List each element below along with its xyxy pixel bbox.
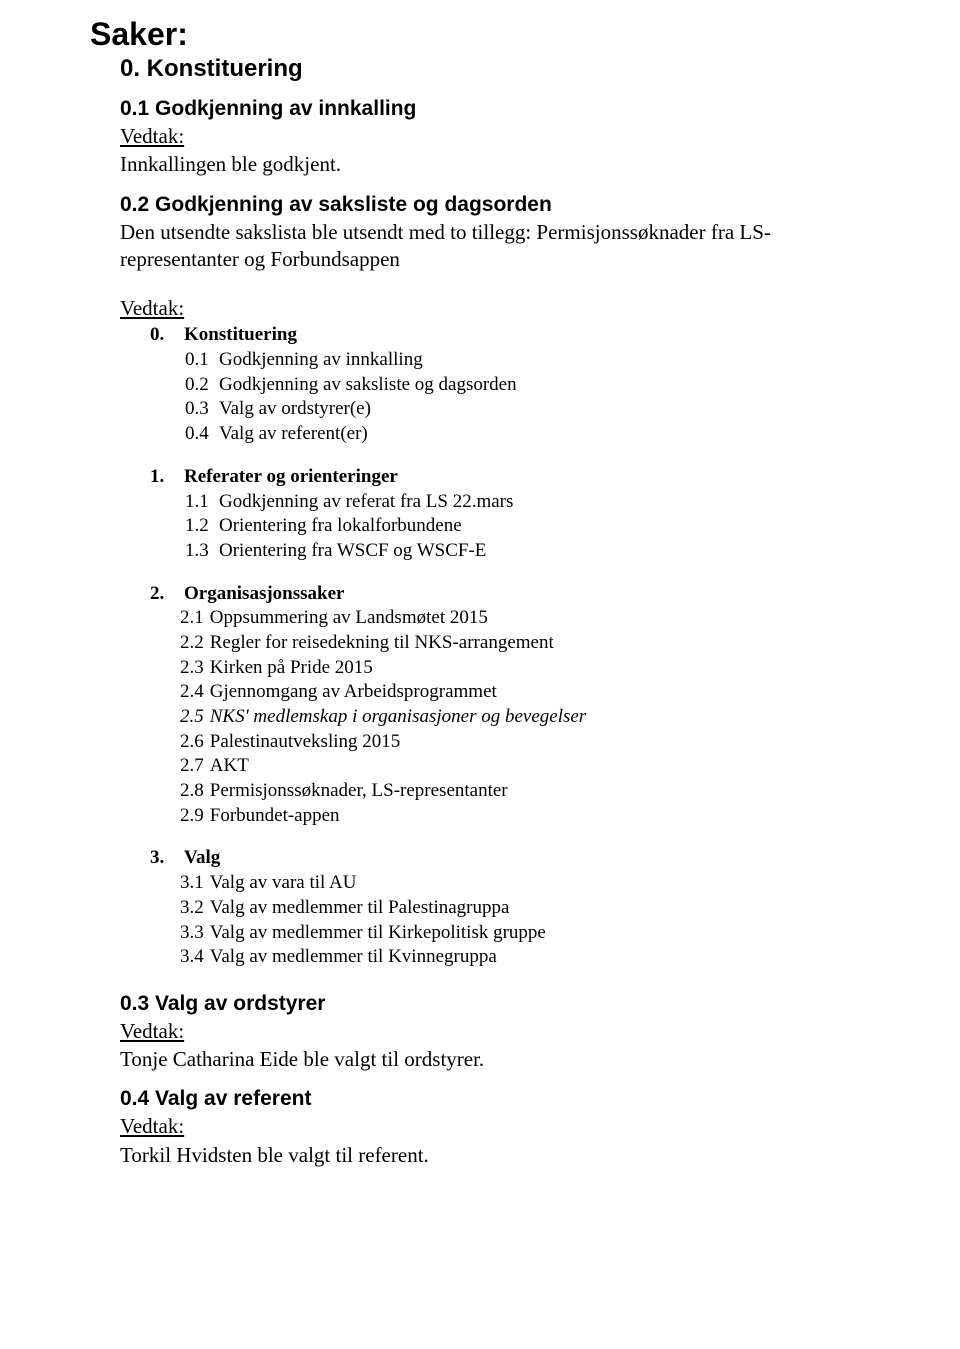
agenda-item-0-4: 0.4 Valg av referent(er)	[90, 422, 870, 447]
agenda-item-label: Godkjenning av referat fra LS 22.mars	[219, 490, 513, 515]
agenda-item-3-2: 3.2 Valg av medlemmer til Palestinagrupp…	[90, 896, 870, 921]
agenda-item-0-1: 0.1 Godkjenning av innkalling	[90, 348, 870, 373]
agenda-item-num: 0.3	[185, 397, 219, 422]
agenda-item-label: Orientering fra lokalforbundene	[219, 514, 462, 539]
agenda-item-2-6: 2.6 Palestinautveksling 2015	[90, 730, 870, 755]
agenda-item-num: 1.1	[185, 490, 219, 515]
agenda-item-2-2: 2.2 Regler for reisedekning til NKS-arra…	[90, 631, 870, 656]
agenda-item-num: 1.3	[185, 539, 219, 564]
agenda-item-2-4: 2.4 Gjennomgang av Arbeidsprogrammet	[90, 680, 870, 705]
agenda-item-1-2: 1.2 Orientering fra lokalforbundene	[90, 514, 870, 539]
section-0-1-heading: 0.1 Godkjenning av innkalling	[90, 97, 870, 121]
agenda-item-num: 0.2	[185, 373, 219, 398]
agenda-item-num: 2.7	[180, 754, 204, 779]
agenda-item-num: 2.8	[180, 779, 204, 804]
vedtak-label-0-2: Vedtak:	[90, 295, 870, 321]
agenda-item-num: 2.1	[180, 606, 204, 631]
agenda-item-0-num: 0.	[150, 323, 184, 348]
agenda-item-label: AKT	[210, 754, 249, 779]
agenda-item-label: Valg av ordstyrer(e)	[219, 397, 371, 422]
agenda-item-3: 3. Valg	[90, 846, 870, 871]
agenda-item-1-num: 1.	[150, 465, 184, 490]
agenda-item-label: Valg av medlemmer til Palestinagruppa	[210, 896, 510, 921]
agenda-item-num: 2.5	[180, 705, 204, 730]
agenda-item-num: 3.1	[180, 871, 204, 896]
section-0-3-heading: 0.3 Valg av ordstyrer	[90, 992, 870, 1016]
agenda-item-num: 3.4	[180, 945, 204, 970]
agenda-item-2-9: 2.9 Forbundet-appen	[90, 804, 870, 829]
body-0-3: Tonje Catharina Eide ble valgt til ordst…	[90, 1046, 870, 1073]
body-0-2: Den utsendte sakslista ble utsendt med t…	[90, 219, 870, 274]
agenda-item-1: 1. Referater og orienteringer	[90, 465, 870, 490]
section-0-4-heading: 0.4 Valg av referent	[90, 1087, 870, 1111]
vedtak-block-0-2: Vedtak: 0. Konstituering 0.1 Godkjenning…	[90, 295, 870, 970]
agenda-item-num: 2.2	[180, 631, 204, 656]
agenda-item-num: 3.3	[180, 921, 204, 946]
agenda-item-label: Permisjonssøknader, LS-representanter	[210, 779, 508, 804]
agenda-item-num: 1.2	[185, 514, 219, 539]
agenda-item-2-7: 2.7 AKT	[90, 754, 870, 779]
agenda-item-num: 0.1	[185, 348, 219, 373]
agenda-item-3-num: 3.	[150, 846, 184, 871]
agenda-item-label: Forbundet-appen	[210, 804, 340, 829]
agenda-item-label: Kirken på Pride 2015	[210, 656, 373, 681]
agenda-item-2-label: Organisasjonssaker	[184, 582, 344, 607]
agenda-item-1-1: 1.1 Godkjenning av referat fra LS 22.mar…	[90, 490, 870, 515]
agenda-item-label: Palestinautveksling 2015	[210, 730, 401, 755]
agenda-item-3-4: 3.4 Valg av medlemmer til Kvinnegruppa	[90, 945, 870, 970]
agenda-item-label: Godkjenning av innkalling	[219, 348, 423, 373]
page: Saker: 0. Konstituering 0.1 Godkjenning …	[0, 0, 960, 1349]
agenda-item-1-3: 1.3 Orientering fra WSCF og WSCF-E	[90, 539, 870, 564]
agenda-item-2-8: 2.8 Permisjonssøknader, LS-representante…	[90, 779, 870, 804]
agenda-item-3-1: 3.1 Valg av vara til AU	[90, 871, 870, 896]
vedtak-label-0-3: Vedtak:	[90, 1018, 870, 1044]
agenda-item-num: 2.4	[180, 680, 204, 705]
agenda-item-2-5: 2.5 NKS' medlemskap i organisasjoner og …	[90, 705, 870, 730]
section-0-heading: 0. Konstituering	[90, 55, 870, 83]
agenda-item-label: NKS' medlemskap i organisasjoner og beve…	[210, 705, 586, 730]
body-0-1: Innkallingen ble godkjent.	[90, 151, 870, 178]
agenda-item-num: 2.6	[180, 730, 204, 755]
agenda-item-label: Orientering fra WSCF og WSCF-E	[219, 539, 486, 564]
agenda-item-label: Oppsummering av Landsmøtet 2015	[210, 606, 488, 631]
agenda-item-2-3: 2.3 Kirken på Pride 2015	[90, 656, 870, 681]
agenda-item-0: 0. Konstituering	[90, 323, 870, 348]
agenda-item-label: Regler for reisedekning til NKS-arrangem…	[210, 631, 554, 656]
agenda-item-3-label: Valg	[184, 846, 220, 871]
vedtak-label-0-1: Vedtak:	[90, 123, 870, 149]
agenda-item-2-num: 2.	[150, 582, 184, 607]
section-0-2-heading: 0.2 Godkjenning av saksliste og dagsorde…	[90, 193, 870, 217]
agenda-item-label: Valg av vara til AU	[210, 871, 357, 896]
agenda-item-3-3: 3.3 Valg av medlemmer til Kirkepolitisk …	[90, 921, 870, 946]
agenda-item-2: 2. Organisasjonssaker	[90, 582, 870, 607]
page-title: Saker:	[90, 16, 870, 53]
body-0-4: Torkil Hvidsten ble valgt til referent.	[90, 1142, 870, 1169]
agenda-item-label: Valg av medlemmer til Kvinnegruppa	[210, 945, 497, 970]
agenda-item-0-2: 0.2 Godkjenning av saksliste og dagsorde…	[90, 373, 870, 398]
agenda-item-num: 0.4	[185, 422, 219, 447]
agenda-item-num: 3.2	[180, 896, 204, 921]
agenda-item-label: Valg av referent(er)	[219, 422, 368, 447]
agenda-item-num: 2.3	[180, 656, 204, 681]
agenda-item-2-1: 2.1 Oppsummering av Landsmøtet 2015	[90, 606, 870, 631]
agenda-item-label: Valg av medlemmer til Kirkepolitisk grup…	[210, 921, 546, 946]
agenda-item-1-label: Referater og orienteringer	[184, 465, 398, 490]
agenda-item-label: Gjennomgang av Arbeidsprogrammet	[210, 680, 497, 705]
agenda-item-0-3: 0.3 Valg av ordstyrer(e)	[90, 397, 870, 422]
agenda-item-0-label: Konstituering	[184, 323, 297, 348]
agenda-item-num: 2.9	[180, 804, 204, 829]
agenda-item-label: Godkjenning av saksliste og dagsorden	[219, 373, 517, 398]
vedtak-label-0-4: Vedtak:	[90, 1113, 870, 1139]
